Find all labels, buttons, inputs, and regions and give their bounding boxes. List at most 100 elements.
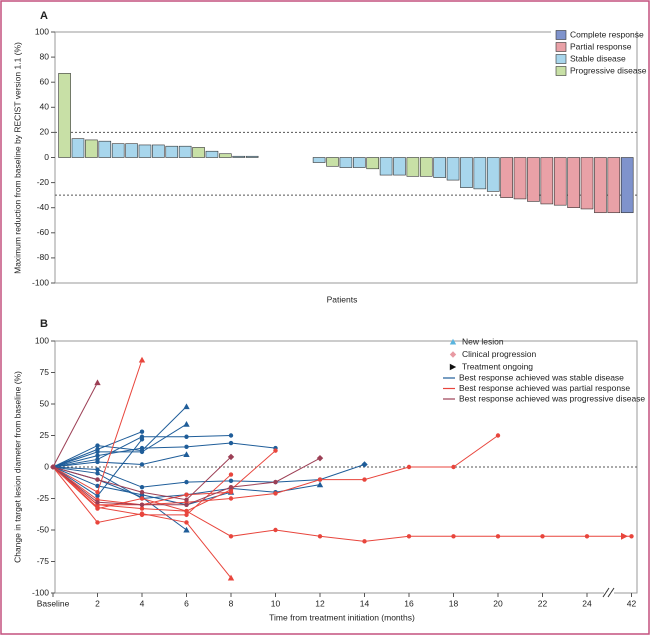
legend-label: New lesion bbox=[462, 336, 504, 346]
bar bbox=[245, 155, 259, 158]
legend-label: Best response achieved was stable diseas… bbox=[459, 372, 624, 382]
point bbox=[228, 484, 234, 490]
axis-break bbox=[602, 587, 615, 598]
triangle-marker bbox=[316, 481, 324, 488]
series-line bbox=[52, 442, 276, 468]
triangle-marker bbox=[183, 420, 190, 427]
point bbox=[184, 434, 189, 439]
bar bbox=[125, 143, 138, 158]
bar bbox=[138, 144, 152, 158]
point bbox=[95, 467, 100, 472]
y-tick-label: 0 bbox=[44, 461, 49, 471]
point bbox=[629, 534, 634, 539]
arrow-marker bbox=[449, 363, 457, 371]
diamond-marker bbox=[316, 454, 324, 462]
y-tick-label: 75 bbox=[40, 367, 50, 377]
bar bbox=[500, 157, 513, 198]
bar bbox=[232, 155, 246, 158]
bar bbox=[178, 145, 192, 158]
point bbox=[451, 464, 456, 470]
diamond-marker bbox=[361, 461, 368, 468]
panel-label: A bbox=[40, 10, 48, 22]
bar bbox=[85, 139, 98, 158]
bar bbox=[219, 153, 232, 158]
point bbox=[184, 512, 189, 518]
point bbox=[184, 502, 189, 507]
triangle-marker bbox=[183, 403, 190, 410]
point bbox=[95, 471, 100, 476]
point bbox=[184, 479, 189, 485]
point bbox=[139, 449, 145, 455]
y-tick-label: -100 bbox=[32, 277, 49, 287]
triangle-marker bbox=[138, 356, 146, 363]
point bbox=[95, 477, 100, 482]
bar bbox=[71, 138, 85, 158]
y-tick-label: 100 bbox=[35, 26, 49, 36]
y-tick-label: 25 bbox=[40, 430, 50, 440]
x-tick-label: 10 bbox=[271, 598, 281, 608]
x-tick-label: 8 bbox=[229, 598, 234, 608]
baseline-point bbox=[50, 464, 56, 470]
point bbox=[406, 464, 412, 470]
point bbox=[317, 477, 323, 482]
bar bbox=[419, 157, 433, 177]
point bbox=[584, 534, 590, 539]
bar bbox=[379, 157, 393, 176]
point bbox=[228, 440, 234, 446]
bar bbox=[152, 144, 165, 158]
series-line bbox=[52, 466, 632, 542]
x-tick-label: 24 bbox=[582, 598, 592, 608]
point bbox=[540, 534, 545, 539]
point bbox=[273, 527, 278, 533]
bar bbox=[513, 157, 527, 200]
point bbox=[495, 433, 501, 438]
legend-label: Best response achieved was partial respo… bbox=[459, 383, 630, 393]
bar bbox=[393, 157, 406, 176]
y-tick-label: -100 bbox=[32, 587, 49, 597]
y-tick-label: -40 bbox=[37, 202, 50, 212]
bar bbox=[192, 147, 205, 158]
point bbox=[139, 445, 145, 451]
bar bbox=[111, 143, 125, 158]
x-tick-label: 12 bbox=[315, 598, 325, 608]
axis-break-gap bbox=[604, 588, 614, 598]
bar bbox=[58, 73, 71, 158]
arrow-marker bbox=[621, 532, 628, 540]
series-line bbox=[52, 466, 232, 579]
y-tick-label: 0 bbox=[44, 152, 49, 162]
bar bbox=[460, 157, 473, 188]
point bbox=[184, 492, 189, 497]
legend-label: Clinical progression bbox=[462, 349, 536, 359]
point bbox=[228, 472, 234, 477]
y-tick-label: -80 bbox=[37, 252, 50, 262]
x-tick-label: 18 bbox=[449, 598, 459, 608]
point bbox=[228, 478, 234, 484]
point bbox=[184, 520, 189, 525]
point bbox=[495, 534, 501, 539]
x-tick-label: 22 bbox=[538, 598, 548, 608]
bar bbox=[165, 145, 179, 158]
x-tick-label: 16 bbox=[404, 598, 414, 608]
triangle-marker bbox=[227, 574, 235, 581]
legend-label: Treatment ongoing bbox=[462, 361, 533, 371]
y-tick-label: 40 bbox=[40, 102, 50, 112]
bar bbox=[446, 157, 460, 181]
point bbox=[139, 462, 145, 467]
point bbox=[228, 534, 234, 539]
triangle-marker bbox=[94, 379, 101, 386]
x-tick-label: 42 bbox=[627, 598, 637, 608]
y-tick-label: 80 bbox=[40, 51, 50, 61]
point bbox=[139, 490, 145, 495]
bar bbox=[352, 157, 366, 168]
point bbox=[95, 500, 100, 505]
point bbox=[228, 496, 234, 501]
point bbox=[362, 539, 367, 544]
bar bbox=[406, 157, 420, 177]
bar bbox=[486, 157, 500, 192]
x-tick-label: Baseline bbox=[37, 598, 70, 608]
y-tick-label: -20 bbox=[37, 177, 50, 187]
y-tick-label: 20 bbox=[40, 127, 50, 137]
x-axis-title: Patients bbox=[327, 294, 358, 304]
point bbox=[317, 534, 323, 539]
